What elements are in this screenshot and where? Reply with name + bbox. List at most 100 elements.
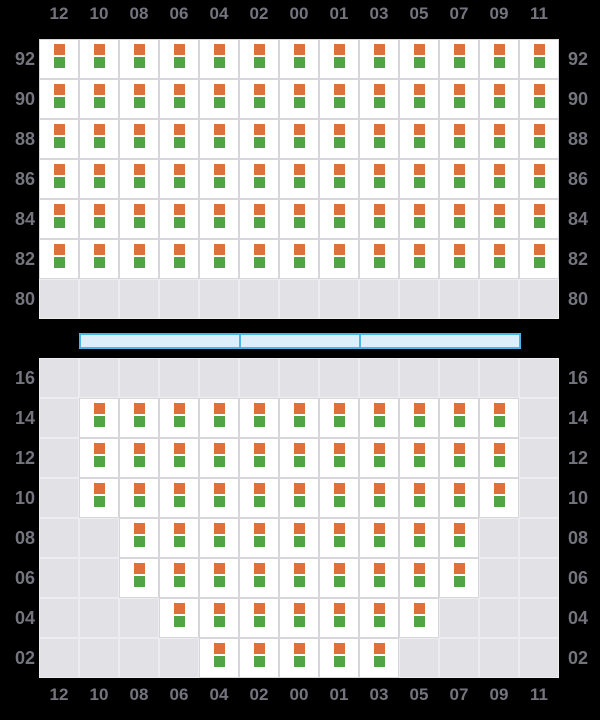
bay-slot-occupied[interactable] xyxy=(159,199,199,239)
bay-slot-occupied[interactable] xyxy=(439,239,479,279)
bay-slot-occupied[interactable] xyxy=(199,518,239,558)
bay-slot-occupied[interactable] xyxy=(399,119,439,159)
bay-slot-occupied[interactable] xyxy=(239,199,279,239)
bay-slot-occupied[interactable] xyxy=(359,558,399,598)
bay-slot-occupied[interactable] xyxy=(519,79,559,119)
bay-slot-empty[interactable] xyxy=(519,518,559,558)
bay-slot-empty[interactable] xyxy=(239,358,279,398)
bay-slot-occupied[interactable] xyxy=(399,478,439,518)
bay-slot-empty[interactable] xyxy=(479,638,519,678)
bay-slot-occupied[interactable] xyxy=(319,518,359,558)
bay-slot-empty[interactable] xyxy=(79,558,119,598)
bay-slot-occupied[interactable] xyxy=(239,398,279,438)
bay-slot-empty[interactable] xyxy=(199,358,239,398)
bay-slot-empty[interactable] xyxy=(119,279,159,319)
bay-slot-occupied[interactable] xyxy=(359,518,399,558)
bay-slot-occupied[interactable] xyxy=(319,478,359,518)
bay-slot-occupied[interactable] xyxy=(79,438,119,478)
bay-slot-empty[interactable] xyxy=(39,638,79,678)
bay-slot-occupied[interactable] xyxy=(279,438,319,478)
bay-slot-occupied[interactable] xyxy=(79,79,119,119)
bay-slot-empty[interactable] xyxy=(439,638,479,678)
bay-slot-occupied[interactable] xyxy=(279,598,319,638)
bay-slot-empty[interactable] xyxy=(39,518,79,558)
bay-slot-empty[interactable] xyxy=(479,358,519,398)
bay-slot-occupied[interactable] xyxy=(279,518,319,558)
bay-slot-occupied[interactable] xyxy=(159,478,199,518)
bay-slot-occupied[interactable] xyxy=(439,119,479,159)
bay-slot-occupied[interactable] xyxy=(479,79,519,119)
bay-slot-occupied[interactable] xyxy=(519,159,559,199)
bay-slot-empty[interactable] xyxy=(479,598,519,638)
bay-slot-occupied[interactable] xyxy=(159,518,199,558)
bay-slot-occupied[interactable] xyxy=(119,398,159,438)
bay-slot-empty[interactable] xyxy=(519,358,559,398)
bay-slot-occupied[interactable] xyxy=(199,638,239,678)
bay-slot-occupied[interactable] xyxy=(439,478,479,518)
bay-slot-occupied[interactable] xyxy=(319,79,359,119)
bay-slot-empty[interactable] xyxy=(479,558,519,598)
bay-slot-occupied[interactable] xyxy=(359,159,399,199)
bay-slot-empty[interactable] xyxy=(399,358,439,398)
bay-slot-empty[interactable] xyxy=(79,638,119,678)
bay-slot-occupied[interactable] xyxy=(399,438,439,478)
bay-slot-occupied[interactable] xyxy=(279,478,319,518)
bay-slot-occupied[interactable] xyxy=(39,119,79,159)
bay-slot-empty[interactable] xyxy=(479,279,519,319)
bay-slot-occupied[interactable] xyxy=(239,79,279,119)
bay-slot-occupied[interactable] xyxy=(399,239,439,279)
bay-slot-occupied[interactable] xyxy=(319,239,359,279)
bay-slot-occupied[interactable] xyxy=(279,159,319,199)
bay-slot-occupied[interactable] xyxy=(239,558,279,598)
bay-slot-occupied[interactable] xyxy=(159,39,199,79)
bay-slot-occupied[interactable] xyxy=(479,39,519,79)
hatch-cover-segment[interactable] xyxy=(359,333,521,349)
bay-slot-occupied[interactable] xyxy=(319,159,359,199)
bay-slot-occupied[interactable] xyxy=(399,159,439,199)
bay-slot-occupied[interactable] xyxy=(279,39,319,79)
bay-slot-empty[interactable] xyxy=(39,279,79,319)
bay-slot-occupied[interactable] xyxy=(319,39,359,79)
bay-slot-occupied[interactable] xyxy=(439,398,479,438)
bay-slot-empty[interactable] xyxy=(359,279,399,319)
bay-slot-occupied[interactable] xyxy=(439,79,479,119)
bay-slot-empty[interactable] xyxy=(519,478,559,518)
bay-slot-occupied[interactable] xyxy=(279,199,319,239)
bay-slot-occupied[interactable] xyxy=(439,558,479,598)
bay-slot-occupied[interactable] xyxy=(39,239,79,279)
bay-slot-occupied[interactable] xyxy=(319,119,359,159)
hatch-cover-segment[interactable] xyxy=(79,333,241,349)
bay-slot-occupied[interactable] xyxy=(79,199,119,239)
bay-slot-occupied[interactable] xyxy=(479,478,519,518)
bay-slot-occupied[interactable] xyxy=(319,438,359,478)
bay-slot-empty[interactable] xyxy=(319,279,359,319)
bay-slot-occupied[interactable] xyxy=(399,199,439,239)
bay-slot-occupied[interactable] xyxy=(159,119,199,159)
bay-slot-empty[interactable] xyxy=(519,558,559,598)
bay-slot-empty[interactable] xyxy=(159,638,199,678)
bay-slot-occupied[interactable] xyxy=(239,598,279,638)
bay-slot-occupied[interactable] xyxy=(279,119,319,159)
bay-slot-empty[interactable] xyxy=(519,598,559,638)
bay-slot-empty[interactable] xyxy=(359,358,399,398)
bay-slot-empty[interactable] xyxy=(519,279,559,319)
bay-slot-occupied[interactable] xyxy=(239,239,279,279)
bay-slot-occupied[interactable] xyxy=(199,598,239,638)
bay-slot-occupied[interactable] xyxy=(399,39,439,79)
bay-slot-empty[interactable] xyxy=(119,638,159,678)
bay-slot-occupied[interactable] xyxy=(479,199,519,239)
bay-slot-occupied[interactable] xyxy=(199,159,239,199)
bay-slot-occupied[interactable] xyxy=(479,119,519,159)
bay-slot-empty[interactable] xyxy=(39,558,79,598)
bay-slot-empty[interactable] xyxy=(519,638,559,678)
bay-slot-occupied[interactable] xyxy=(199,398,239,438)
bay-slot-occupied[interactable] xyxy=(319,558,359,598)
bay-slot-occupied[interactable] xyxy=(399,518,439,558)
bay-slot-occupied[interactable] xyxy=(199,79,239,119)
bay-slot-occupied[interactable] xyxy=(239,438,279,478)
bay-slot-occupied[interactable] xyxy=(399,558,439,598)
bay-slot-occupied[interactable] xyxy=(359,478,399,518)
bay-slot-occupied[interactable] xyxy=(199,558,239,598)
bay-slot-occupied[interactable] xyxy=(399,398,439,438)
bay-slot-occupied[interactable] xyxy=(319,199,359,239)
